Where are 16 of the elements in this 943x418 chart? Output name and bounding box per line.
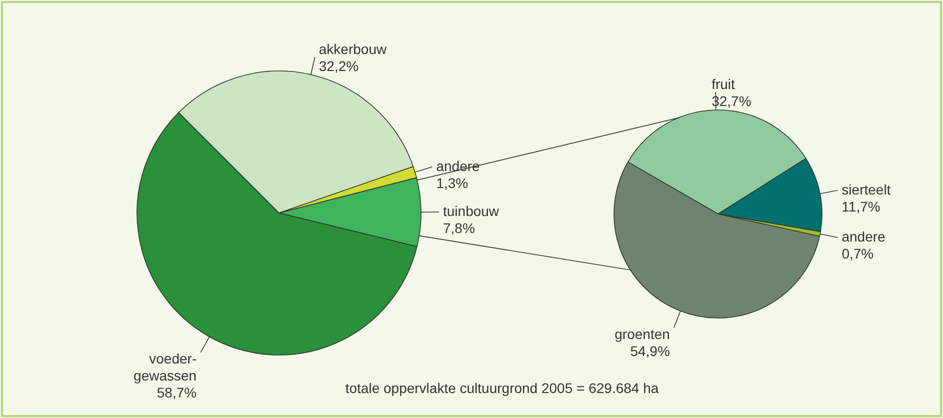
data-label: 1,3% [436, 174, 468, 191]
slice-label: sierteelt [842, 181, 891, 198]
data-label: 58,7% [156, 384, 197, 400]
slice-label: tuinbouw [442, 202, 500, 219]
text: totale oppervlakte cultuurgrond 2005 = 629.684 ha [345, 380, 659, 396]
data-label: 54,9% [630, 342, 670, 359]
data-label: 7,8% [442, 220, 475, 236]
slice-label: fruit [712, 76, 736, 92]
slice-label: groenten [614, 326, 670, 342]
data-label: 32,2% [318, 58, 359, 74]
data-label: 0,7% [842, 245, 874, 262]
slice-label: akkerbouw [318, 41, 388, 58]
slice-label: andere [436, 158, 480, 174]
slice-label: andere [842, 228, 886, 244]
slice-label: voeder-gewassen [134, 350, 197, 384]
data-label: 11,7% [842, 198, 880, 214]
